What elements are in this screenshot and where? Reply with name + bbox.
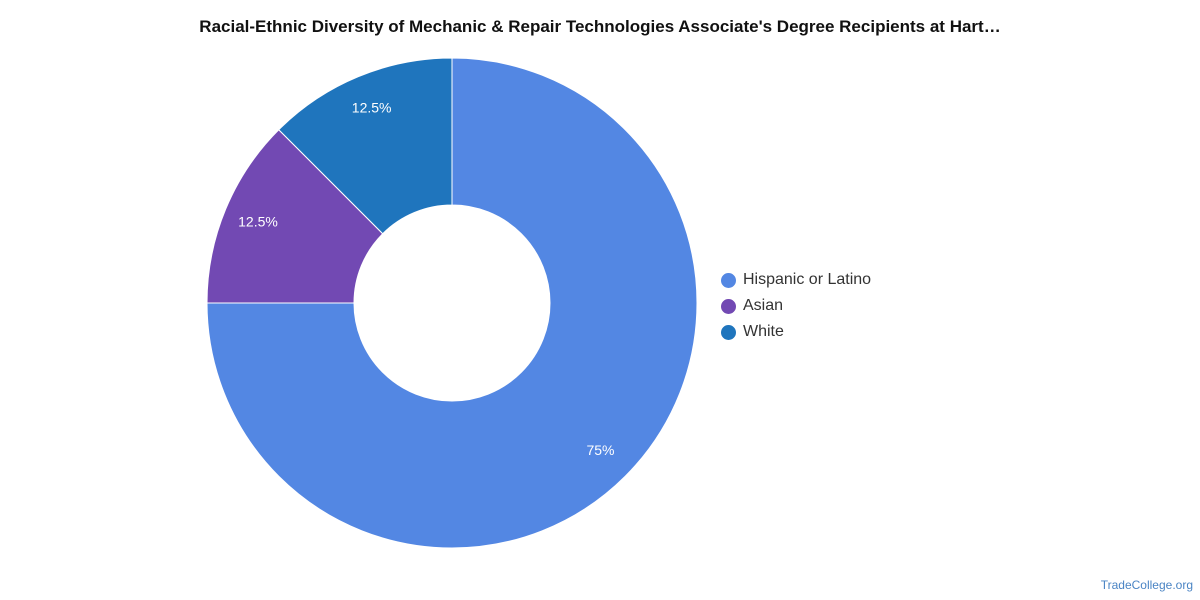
legend-item-asian[interactable]: Asian xyxy=(721,293,871,319)
slice-white[interactable] xyxy=(278,57,453,235)
slice-asian[interactable] xyxy=(206,129,384,304)
legend-item-white[interactable]: White xyxy=(721,319,871,345)
legend-swatch-icon xyxy=(721,298,736,314)
slice-value-label: 12.5% xyxy=(352,100,392,116)
chart-title: Racial-Ethnic Diversity of Mechanic & Re… xyxy=(199,17,1001,36)
watermark-link[interactable]: TradeCollege.org xyxy=(1100,578,1193,592)
slice-value-label: 12.5% xyxy=(238,213,278,229)
legend-label: Hispanic or Latino xyxy=(743,271,872,288)
slice-value-label: 75% xyxy=(586,442,614,458)
legend-swatch-icon xyxy=(721,324,736,340)
chart-legend: Hispanic or Latino Asian White xyxy=(721,267,871,345)
slice-hispanic-or-latino[interactable] xyxy=(206,57,698,549)
legend-label: Asian xyxy=(743,297,784,314)
legend-swatch-icon xyxy=(721,272,736,288)
legend-label: White xyxy=(743,323,784,340)
legend-item-hispanic-or-latino[interactable]: Hispanic or Latino xyxy=(721,267,871,293)
